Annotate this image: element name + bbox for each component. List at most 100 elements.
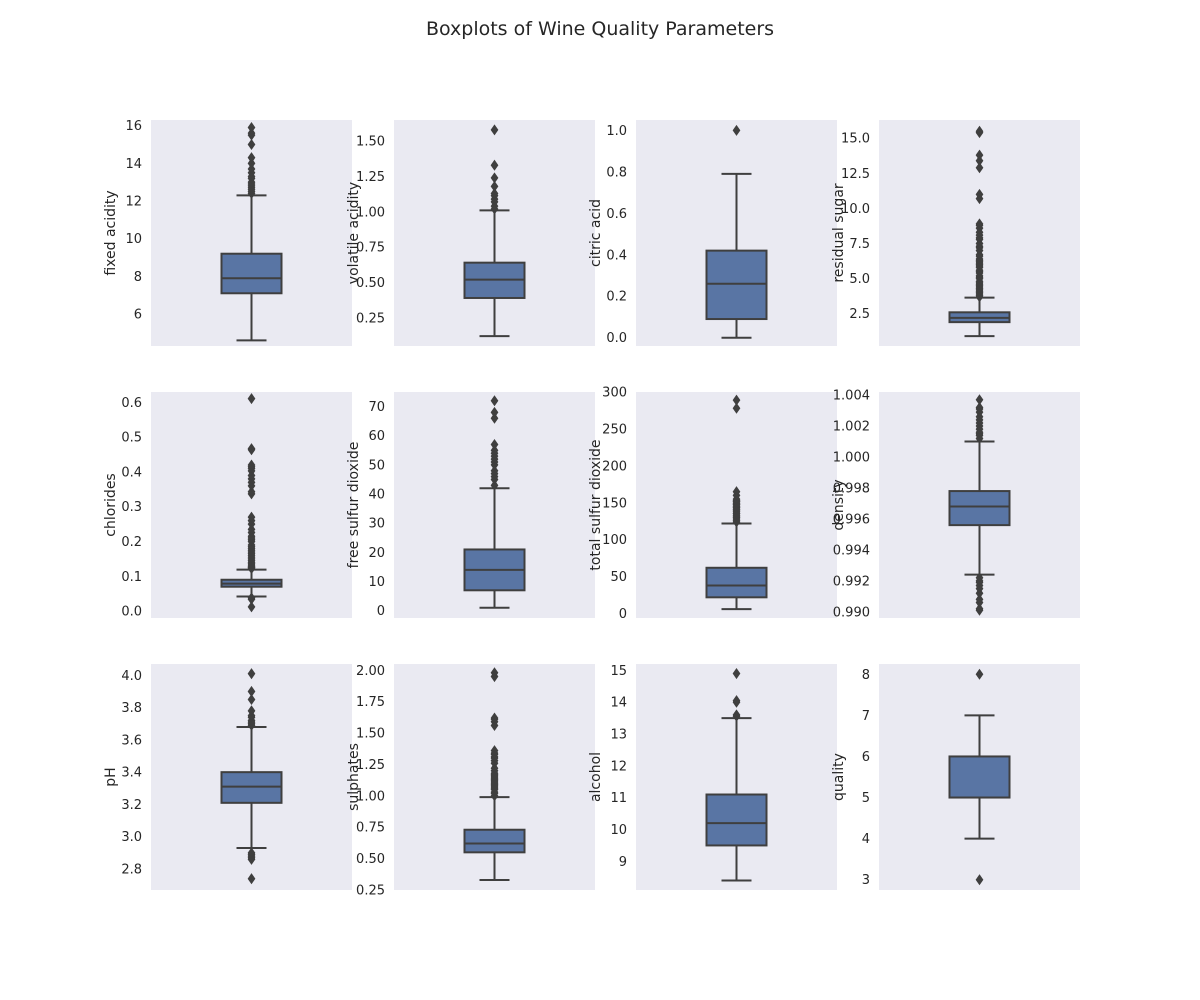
panel-5: 0 10 20 30 40 50 60 70 free sulfur dioxide	[346, 392, 595, 619]
outlier-point	[490, 180, 499, 192]
y-tick-label: 0.6	[606, 207, 627, 222]
y-tick-label: 15.0	[841, 132, 870, 147]
y-tick-label: 11	[610, 791, 627, 806]
y-tick-label: 13	[610, 728, 627, 743]
y-tick-label: 0.3	[121, 500, 142, 515]
y-tick-label: 7.5	[849, 237, 870, 252]
y-tick-label: 0.0	[121, 605, 142, 620]
y-axis-label: free sulfur dioxide	[346, 442, 362, 569]
y-tick-label: 1.25	[356, 758, 385, 773]
outlier-point	[975, 162, 984, 174]
y-tick-label: 0.2	[121, 535, 142, 550]
outlier-point	[247, 873, 256, 885]
y-tick-label: 12	[125, 194, 142, 209]
y-axis-label: quality	[831, 753, 847, 801]
y-tick-label: 0.75	[356, 821, 385, 836]
iqr-box	[220, 252, 283, 295]
y-tick-label: 1.25	[356, 170, 385, 185]
y-tick-label: 0.8	[606, 165, 627, 180]
panel-9: 0.25 0.50 0.75 1.00 1.25 1.50 1.75 2.00 sulphate…	[346, 664, 595, 899]
outlier-point	[247, 127, 256, 139]
outlier-point	[247, 511, 256, 523]
y-tick-label: 1.0	[606, 124, 627, 139]
y-tick-label: 60	[368, 429, 385, 444]
outlier-point	[490, 124, 499, 136]
y-tick-label: 3.0	[121, 830, 142, 845]
y-tick-label: 0.994	[833, 543, 870, 558]
y-tick-label: 2.8	[121, 863, 142, 878]
chart-title: Boxplots of Wine Quality Parameters	[426, 18, 774, 40]
y-tick-label: 1.50	[356, 135, 385, 150]
y-tick-label: 1.00	[356, 205, 385, 220]
y-tick-label: 100	[602, 533, 627, 548]
y-tick-label: 0	[619, 607, 627, 622]
outlier-point	[975, 218, 984, 230]
outlier-point	[732, 394, 741, 406]
panel-0: 6 8 10 12 14 16 fixed acidity	[103, 119, 352, 346]
y-tick-label: 0.990	[833, 605, 870, 620]
y-tick-label: 1.75	[356, 695, 385, 710]
y-tick-label: 12.5	[841, 167, 870, 182]
y-tick-label: 3.8	[121, 701, 142, 716]
outlier-point	[490, 479, 499, 491]
y-tick-label: 3.6	[121, 733, 142, 748]
outlier-point	[247, 705, 256, 717]
y-tick-label: 10	[368, 575, 385, 590]
outlier-point	[490, 406, 499, 418]
y-tick-label: 0.0	[606, 331, 627, 346]
panel-4: 0.0 0.1 0.2 0.3 0.4 0.5 0.6 chlorides	[103, 392, 352, 620]
y-tick-label: 10	[610, 823, 627, 838]
y-tick-label: 2.00	[356, 664, 385, 679]
iqr-box	[705, 793, 768, 847]
y-tick-label: 10	[125, 232, 142, 247]
y-tick-label: 5.0	[849, 272, 870, 287]
panel-7: 0.990 0.992 0.994 0.996 0.998 1.000 1.002 1.004…	[831, 389, 1080, 620]
outlier-point	[247, 685, 256, 697]
y-tick-label: 150	[602, 496, 627, 511]
y-tick-label: 14	[610, 696, 627, 711]
outlier-point	[975, 125, 984, 137]
y-tick-label: 2.5	[849, 307, 870, 322]
outlier-point	[247, 138, 256, 151]
outlier-point	[975, 874, 984, 886]
y-tick-label: 20	[368, 546, 385, 561]
outlier-point	[490, 438, 499, 451]
y-axis-label: volatile acidity	[346, 182, 362, 284]
y-axis-label: density	[831, 479, 847, 530]
y-tick-label: 1.002	[833, 420, 870, 435]
y-tick-label: 3	[862, 873, 870, 888]
y-tick-label: 5	[862, 791, 870, 806]
y-tick-label: 4	[862, 832, 870, 847]
y-tick-label: 1.004	[833, 389, 870, 404]
panel-1: 0.25 0.50 0.75 1.00 1.25 1.50 volatile acidity	[346, 120, 595, 346]
y-axis-label: fixed acidity	[103, 190, 119, 275]
y-tick-label: 6	[862, 750, 870, 765]
outlier-point	[732, 695, 741, 707]
outlier-point	[247, 668, 256, 680]
y-tick-label: 0.4	[121, 465, 142, 480]
outlier-point	[247, 163, 256, 175]
y-tick-label: 0.25	[356, 884, 385, 899]
outlier-point	[975, 668, 984, 680]
outlier-point	[732, 486, 741, 498]
y-axis-label: pH	[103, 767, 119, 786]
outlier-point	[490, 444, 499, 456]
y-tick-label: 50	[610, 570, 627, 585]
y-tick-label: 0.992	[833, 574, 870, 589]
y-tick-label: 0.50	[356, 852, 385, 867]
panel-2: 0.0 0.2 0.4 0.6 0.8 1.0 citric acid	[588, 120, 837, 346]
y-tick-label: 12	[610, 759, 627, 774]
outlier-point	[490, 465, 499, 477]
outlier-point	[975, 149, 984, 161]
outlier-point	[975, 188, 984, 200]
y-axis-label: residual sugar	[831, 183, 847, 283]
outlier-point	[490, 159, 499, 171]
y-tick-label: 15	[610, 664, 627, 679]
y-tick-label: 30	[368, 517, 385, 532]
y-tick-label: 9	[619, 855, 627, 870]
y-axis-label: total sulfur dioxide	[588, 439, 604, 570]
outlier-point	[247, 693, 256, 706]
outlier-point	[975, 572, 984, 584]
